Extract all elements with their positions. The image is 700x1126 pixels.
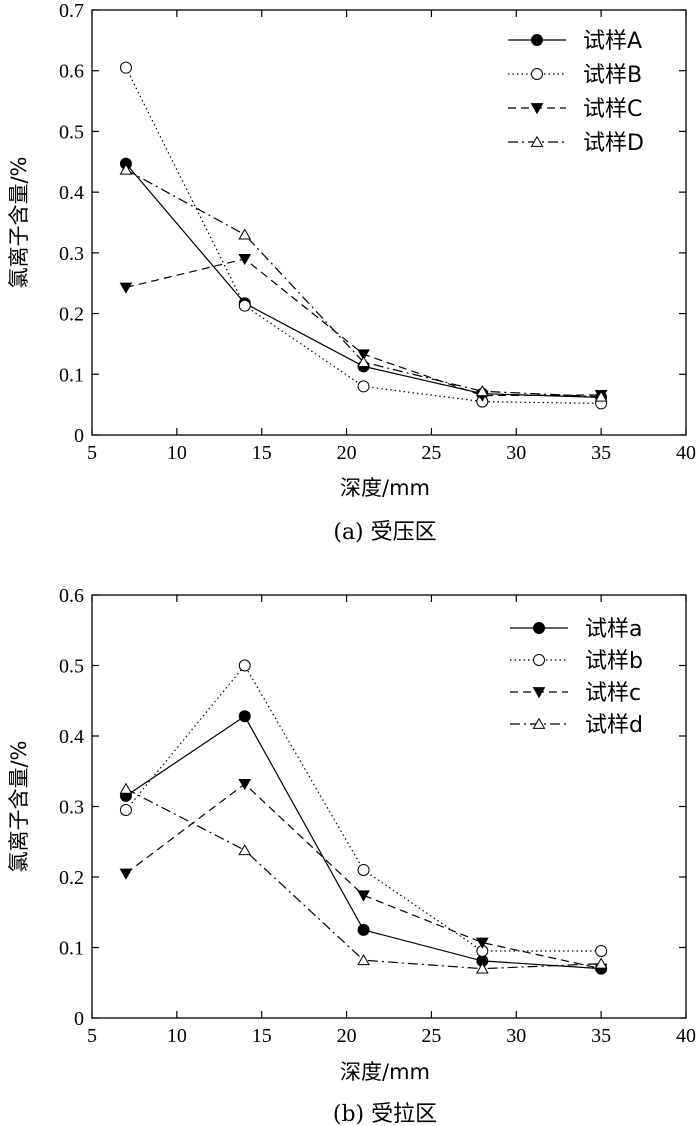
data-point-series-2 bbox=[119, 868, 133, 880]
legend-marker bbox=[533, 654, 545, 666]
data-point-series-1 bbox=[119, 61, 132, 74]
data-point-series-1 bbox=[238, 659, 251, 672]
x-tick-label: 10 bbox=[167, 442, 187, 464]
y-tick-label: 0 bbox=[74, 425, 84, 447]
data-point-series-1 bbox=[595, 945, 608, 958]
x-tick-label: 40 bbox=[676, 1025, 696, 1047]
y-tick-label: 0.5 bbox=[59, 656, 84, 678]
chart-caption: (b) 受拉区 bbox=[333, 1102, 437, 1126]
legend-marker bbox=[531, 34, 543, 46]
data-point-series-1 bbox=[357, 863, 370, 876]
x-tick-label: 15 bbox=[252, 442, 272, 464]
chart-compression-zone: 5 10 15 20 25 30 35 40 0 0.1 0.2 0.3 0.4 0.5 0.6 0.7 深度/… bbox=[7, 0, 696, 545]
data-point-series-1 bbox=[238, 299, 251, 312]
data-point-series-2 bbox=[357, 890, 370, 902]
x-tick-label: 5 bbox=[87, 442, 97, 464]
x-tick-label: 30 bbox=[506, 1025, 526, 1047]
legend-label: 试样B bbox=[583, 63, 642, 88]
x-tick-label: 30 bbox=[506, 442, 526, 464]
data-point-series-0 bbox=[238, 710, 251, 723]
data-point-series-2 bbox=[475, 937, 489, 949]
data-point-series-2 bbox=[238, 779, 252, 791]
legend-marker bbox=[532, 717, 546, 729]
y-tick-label: 0.2 bbox=[59, 304, 84, 326]
legend-label: 试样a bbox=[585, 617, 642, 642]
series-line-2 bbox=[125, 783, 602, 970]
series-line-3 bbox=[125, 788, 602, 970]
legend-label: 试样c bbox=[585, 681, 641, 706]
y-tick-label: 0.1 bbox=[59, 938, 84, 960]
legend-label: 试样b bbox=[585, 649, 643, 674]
x-tick-label: 35 bbox=[591, 442, 611, 464]
data-point-series-1 bbox=[357, 380, 370, 393]
legend: 试样a 试样b 试样c 试样d bbox=[510, 617, 643, 738]
chart-caption: (a) 受压区 bbox=[333, 520, 436, 545]
series-line-2 bbox=[125, 258, 602, 397]
series-line-1 bbox=[125, 664, 602, 952]
x-tick-label: 40 bbox=[676, 442, 696, 464]
y-axis-title: 氯离子含量/% bbox=[7, 740, 31, 872]
data-point-series-3 bbox=[238, 228, 252, 240]
y-tick-label: 0 bbox=[74, 1008, 84, 1030]
data-point-series-3 bbox=[357, 355, 370, 368]
y-tick-label: 0.5 bbox=[59, 121, 84, 143]
legend-label: 试样d bbox=[585, 713, 643, 738]
legend-marker bbox=[530, 103, 544, 115]
y-tick-label: 0.6 bbox=[59, 585, 84, 607]
data-point-series-2 bbox=[357, 349, 370, 361]
legend-marker bbox=[532, 687, 546, 699]
legend-label: 试样C bbox=[583, 97, 642, 122]
y-tick-label: 0.2 bbox=[59, 867, 84, 889]
legend-marker bbox=[531, 68, 543, 80]
data-point-series-3 bbox=[594, 957, 608, 969]
y-axis-title: 氯离子含量/% bbox=[7, 156, 31, 288]
x-tick-label: 5 bbox=[87, 1025, 97, 1047]
data-point-series-3 bbox=[594, 390, 608, 402]
data-point-series-0 bbox=[357, 923, 370, 936]
x-tick-label: 35 bbox=[591, 1025, 611, 1047]
legend: 试样A 试样B 试样C 试样D bbox=[508, 29, 644, 156]
chart-tension-zone: 5 10 15 20 25 30 35 40 0 0.1 0.2 0.3 0.4 0.5 0.6 深度/mm 氯… bbox=[7, 585, 696, 1126]
legend-label: 试样D bbox=[583, 131, 644, 156]
x-tick-label: 15 bbox=[252, 1025, 272, 1047]
data-point-series-2 bbox=[238, 254, 252, 266]
x-tick-label: 10 bbox=[167, 1025, 187, 1047]
x-tick-label: 25 bbox=[421, 1025, 441, 1047]
x-axis-title: 深度/mm bbox=[340, 1060, 430, 1084]
x-tick-label: 25 bbox=[421, 442, 441, 464]
plot-frame bbox=[91, 9, 687, 436]
x-tick-label: 20 bbox=[337, 1025, 357, 1047]
y-tick-label: 0.3 bbox=[59, 797, 84, 819]
legend-label: 试样A bbox=[583, 29, 642, 54]
legend-marker bbox=[533, 622, 545, 634]
x-tick-label: 20 bbox=[337, 442, 357, 464]
y-tick-label: 0.7 bbox=[59, 0, 84, 22]
data-point-series-3 bbox=[475, 962, 489, 974]
y-tick-label: 0.3 bbox=[59, 243, 84, 265]
y-tick-label: 0.4 bbox=[59, 182, 84, 204]
data-point-series-3 bbox=[119, 782, 133, 794]
data-point-series-2 bbox=[119, 282, 133, 294]
data-point-series-1 bbox=[119, 804, 132, 817]
data-point-series-3 bbox=[238, 843, 252, 856]
legend-marker bbox=[530, 135, 544, 147]
data-point-series-3 bbox=[119, 163, 133, 175]
y-tick-label: 0.4 bbox=[59, 726, 84, 748]
data-point-series-3 bbox=[475, 385, 489, 397]
y-tick-label: 0.6 bbox=[59, 61, 84, 83]
y-tick-label: 0.1 bbox=[59, 364, 84, 386]
x-axis-title: 深度/mm bbox=[340, 476, 430, 500]
data-point-series-3 bbox=[357, 953, 370, 966]
